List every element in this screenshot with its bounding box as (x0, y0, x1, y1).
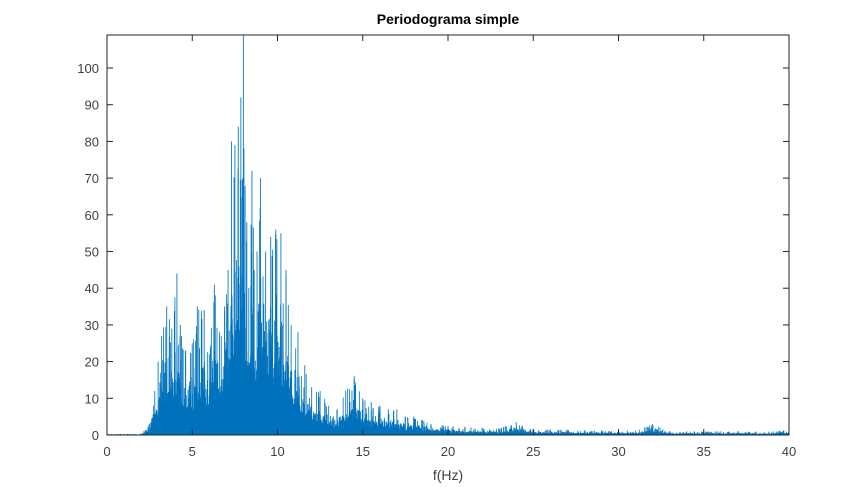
plot-area (106, 35, 790, 435)
x-tick-label: 30 (611, 444, 625, 459)
y-tick-label: 70 (85, 171, 99, 186)
y-tick-label: 10 (85, 391, 99, 406)
x-tick-label: 0 (103, 444, 110, 459)
x-axis: 0 5 10 15 20 25 30 35 40 (103, 35, 796, 459)
y-tick-label: 60 (85, 208, 99, 223)
y-tick-label: 90 (85, 98, 99, 113)
x-tick-label: 20 (441, 444, 455, 459)
y-tick-label: 0 (92, 428, 99, 443)
y-tick-label: 80 (85, 134, 99, 149)
x-axis-label: f(Hz) (433, 467, 463, 483)
y-tick-label: 40 (85, 281, 99, 296)
x-tick-label: 35 (697, 444, 711, 459)
y-tick-label: 30 (85, 318, 99, 333)
x-tick-label: 40 (782, 444, 796, 459)
x-tick-label: 5 (189, 444, 196, 459)
y-axis: 0 10 20 30 40 50 60 70 80 90 100 (77, 61, 789, 443)
y-tick-label: 100 (77, 61, 99, 76)
y-tick-label: 50 (85, 245, 99, 260)
chart-title: Periodograma simple (377, 11, 520, 27)
x-tick-label: 25 (526, 444, 540, 459)
x-tick-label: 15 (356, 444, 370, 459)
x-tick-label: 10 (270, 444, 284, 459)
y-tick-label: 20 (85, 355, 99, 370)
